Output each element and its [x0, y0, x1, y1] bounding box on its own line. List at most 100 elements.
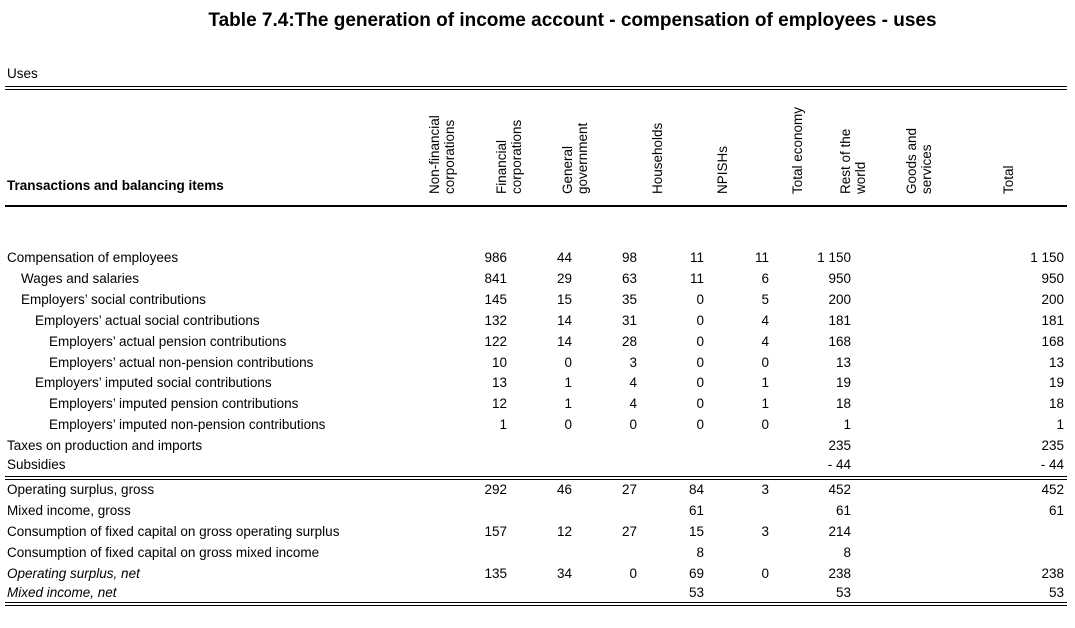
- table-cell: 0: [696, 417, 704, 432]
- table-cell: 69: [688, 566, 704, 581]
- table-cell: 34: [556, 566, 572, 581]
- table-cell: 0: [696, 313, 704, 328]
- table-cell: 14: [556, 334, 572, 349]
- table-cell: 0: [696, 396, 704, 411]
- row-label: Employers’ imputed non-pension contribut…: [49, 417, 326, 432]
- table-cell: 19: [1048, 375, 1064, 390]
- table-cell: 4: [761, 313, 769, 328]
- column-header-line: Goods and: [904, 127, 919, 194]
- row-label: Mixed income, gross: [7, 503, 131, 518]
- table-cell: 157: [484, 524, 507, 539]
- table-row: Subsidies - 44 - 44: [0, 457, 1075, 477]
- row-label: Consumption of fixed capital on gross op…: [7, 524, 340, 539]
- table-cell: 1 150: [1030, 250, 1064, 265]
- row-label: Consumption of fixed capital on gross mi…: [7, 545, 320, 560]
- table-cell: 950: [1041, 271, 1064, 286]
- header-top-rule-inner: [5, 89, 1067, 90]
- table-cell: 1: [1056, 417, 1064, 432]
- table-cell: 12: [491, 396, 507, 411]
- column-header-line: NPISHs: [715, 145, 730, 194]
- table-cell: 4: [761, 334, 769, 349]
- table-row: Taxes on production and imports 235 235: [0, 438, 1075, 458]
- table-cell: 0: [696, 334, 704, 349]
- table-cell: 5: [761, 292, 769, 307]
- table-cell: 12: [556, 524, 572, 539]
- table-cell: 15: [688, 524, 704, 539]
- transactions-heading: Transactions and balancing items: [7, 178, 224, 193]
- table-row: Employers’ actual pension contributions 1…: [0, 334, 1075, 354]
- table-cell: 8: [696, 545, 704, 560]
- table-cell: 950: [828, 271, 851, 286]
- table-cell: 61: [835, 503, 851, 518]
- table-cell: 0: [761, 566, 769, 581]
- section-divider-rule-inner: [5, 479, 1067, 480]
- table-cell: 53: [835, 585, 851, 600]
- table-cell: 0: [564, 417, 572, 432]
- table-cell: 1: [843, 417, 851, 432]
- table-cell: 0: [629, 566, 637, 581]
- table-cell: 10: [491, 355, 507, 370]
- table-cell: 0: [696, 292, 704, 307]
- table-cell: 986: [484, 250, 507, 265]
- column-header-line: services: [919, 144, 934, 194]
- column-header-line: corporations: [442, 119, 457, 194]
- table-row: Compensation of employees 986 44 98 11 11 1 15…: [0, 250, 1075, 270]
- table-cell: 11: [689, 271, 704, 286]
- table-cell: 235: [1041, 438, 1064, 453]
- row-label: Operating surplus, net: [7, 566, 140, 581]
- row-label: Employers’ actual non-pension contributi…: [49, 355, 314, 370]
- table-cell: 13: [491, 375, 507, 390]
- table-cell: 238: [1041, 566, 1064, 581]
- column-header-line: Non-financial: [427, 115, 442, 194]
- table-cell: 214: [828, 524, 851, 539]
- row-label: Wages and salaries: [21, 271, 140, 286]
- row-label: Employers’ imputed social contributions: [35, 375, 272, 390]
- row-label: Compensation of employees: [7, 250, 179, 265]
- table-cell: 3: [629, 355, 637, 370]
- table-cell: 4: [629, 375, 637, 390]
- table-cell: 11: [754, 250, 769, 265]
- table-row: Consumption of fixed capital on gross mi…: [0, 545, 1075, 565]
- table-cell: 122: [484, 334, 507, 349]
- table-row: Operating surplus, net 135 34 0 69 0 238 238: [0, 566, 1075, 586]
- table-cell: 53: [688, 585, 704, 600]
- table-cell: 8: [843, 545, 851, 560]
- table-cell: 1: [761, 375, 769, 390]
- column-header-line: world: [853, 161, 868, 194]
- table-bottom-rule-inner: [5, 605, 1067, 606]
- table-cell: 0: [696, 355, 704, 370]
- header-top-rule: [5, 86, 1067, 87]
- table-cell: 1: [761, 396, 769, 411]
- table-cell: 11: [689, 250, 704, 265]
- table-row: Employers’ actual social contributions 13…: [0, 313, 1075, 333]
- table-cell: 1: [564, 396, 572, 411]
- row-label: Subsidies: [7, 457, 66, 472]
- table-cell: 132: [484, 313, 507, 328]
- table-cell: 28: [621, 334, 637, 349]
- table-cell: 6: [761, 271, 769, 286]
- table-cell: 27: [621, 524, 637, 539]
- table-cell: 84: [688, 482, 704, 497]
- table-cell: 13: [835, 355, 851, 370]
- table-cell: 53: [1048, 585, 1064, 600]
- column-header-line: Total economy: [790, 106, 805, 194]
- table-row: Employers’ social contributions 145 15 35 0 5…: [0, 292, 1075, 312]
- table-cell: 452: [1041, 482, 1064, 497]
- table-cell: 0: [629, 417, 637, 432]
- table-cell: 0: [761, 417, 769, 432]
- row-label: Operating surplus, gross: [7, 482, 155, 497]
- table-cell: 14: [556, 313, 572, 328]
- table-row: Operating surplus, gross 292 46 27 84 3 452 452: [0, 482, 1075, 502]
- row-label: Employers’ actual social contributions: [35, 313, 260, 328]
- table-row: Consumption of fixed capital on gross op…: [0, 524, 1075, 544]
- uses-label: Uses: [7, 66, 38, 81]
- table-row: Wages and salaries 841 29 63 11 6 950 950: [0, 271, 1075, 291]
- table-cell: 3: [761, 482, 769, 497]
- table-cell: 168: [1041, 334, 1064, 349]
- table-cell: 181: [1041, 313, 1064, 328]
- table-title: Table 7.4:The generation of income accou…: [208, 10, 937, 31]
- column-header-line: Financial: [494, 139, 509, 194]
- column-header-line: government: [575, 122, 590, 194]
- table-row: Employers’ imputed non-pension contribut…: [0, 417, 1075, 437]
- row-label: Mixed income, net: [7, 585, 117, 600]
